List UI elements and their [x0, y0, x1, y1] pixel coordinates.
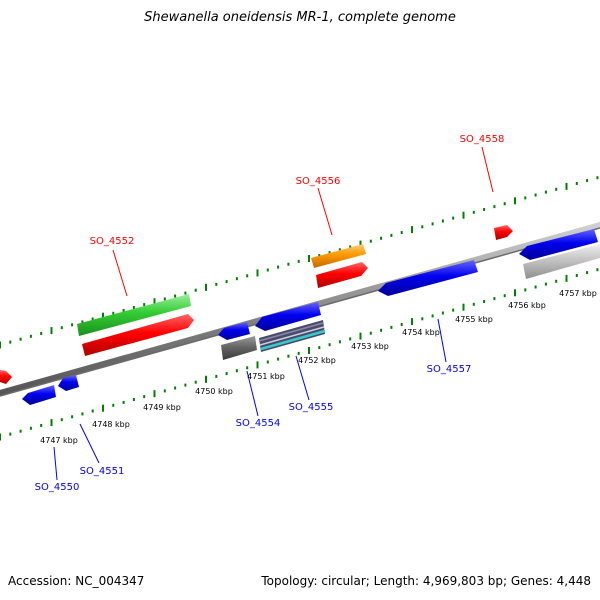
gene-right-blue[interactable]	[519, 229, 598, 260]
gene-so4555[interactable]	[255, 302, 321, 331]
gene-so4554[interactable]	[218, 322, 250, 340]
label-so4558[interactable]: SO_4558	[460, 134, 505, 145]
accession-text: Accession: NC_004347	[8, 574, 145, 588]
gene-so4550[interactable]	[22, 385, 56, 405]
scale-label-4756: 4756 kbp	[508, 301, 546, 310]
gene-so4557[interactable]	[378, 260, 478, 296]
scale-label-4751: 4751 kbp	[247, 372, 285, 381]
gene-left-edge[interactable]	[0, 370, 12, 384]
scale-label-4755: 4755 kbp	[455, 315, 493, 324]
gene-so4558[interactable]	[494, 225, 513, 240]
scale-label-4753: 4753 kbp	[351, 342, 389, 351]
leader-so4550	[53, 446, 58, 481]
scale-label-4748: 4748 kbp	[92, 420, 130, 429]
gene-so4551[interactable]	[58, 375, 79, 391]
gene-so4555-stripe-1	[258, 322, 324, 342]
leader-so4556	[317, 187, 333, 236]
scale-label-4754: 4754 kbp	[402, 328, 440, 337]
gene-so4552-green-track[interactable]	[77, 294, 191, 336]
gene-so4556-orange-track[interactable]	[311, 244, 366, 268]
gene-so4554-gray-track[interactable]	[221, 336, 257, 360]
leader-so4557	[437, 318, 447, 363]
leader-so4551	[79, 423, 100, 464]
label-so4552[interactable]: SO_4552	[90, 236, 135, 247]
leader-so4552	[112, 249, 128, 297]
gene-so4555-stripe-3	[260, 329, 326, 351]
label-so4557[interactable]: SO_4557	[427, 364, 472, 375]
scale-label-4747: 4747 kbp	[40, 436, 78, 445]
scale-label-4757: 4757 kbp	[559, 289, 597, 298]
gene-so4555-stripe-2	[259, 326, 325, 346]
map-title: Shewanella oneidensis MR-1, complete gen…	[144, 10, 456, 25]
label-so4555[interactable]: SO_4555	[289, 402, 334, 413]
leader-so4554	[246, 370, 259, 417]
label-so4556[interactable]: SO_4556	[296, 176, 341, 187]
leader-so4555	[295, 355, 310, 401]
gene-so4552[interactable]	[82, 314, 194, 356]
label-so4554[interactable]: SO_4554	[236, 418, 281, 429]
scale-label-4750: 4750 kbp	[195, 387, 233, 396]
lower-tick-track	[0, 268, 599, 441]
leader-so4558	[481, 146, 494, 193]
label-so4551[interactable]: SO_4551	[80, 466, 125, 477]
gene-so4556[interactable]	[316, 262, 368, 288]
scale-label-4752: 4752 kbp	[298, 356, 336, 365]
gene-right-light-track[interactable]	[523, 244, 600, 279]
scale-label-4749: 4749 kbp	[143, 403, 181, 412]
label-so4550[interactable]: SO_4550	[35, 482, 80, 493]
genome-summary-text: Topology: circular; Length: 4,969,803 bp…	[261, 574, 591, 588]
